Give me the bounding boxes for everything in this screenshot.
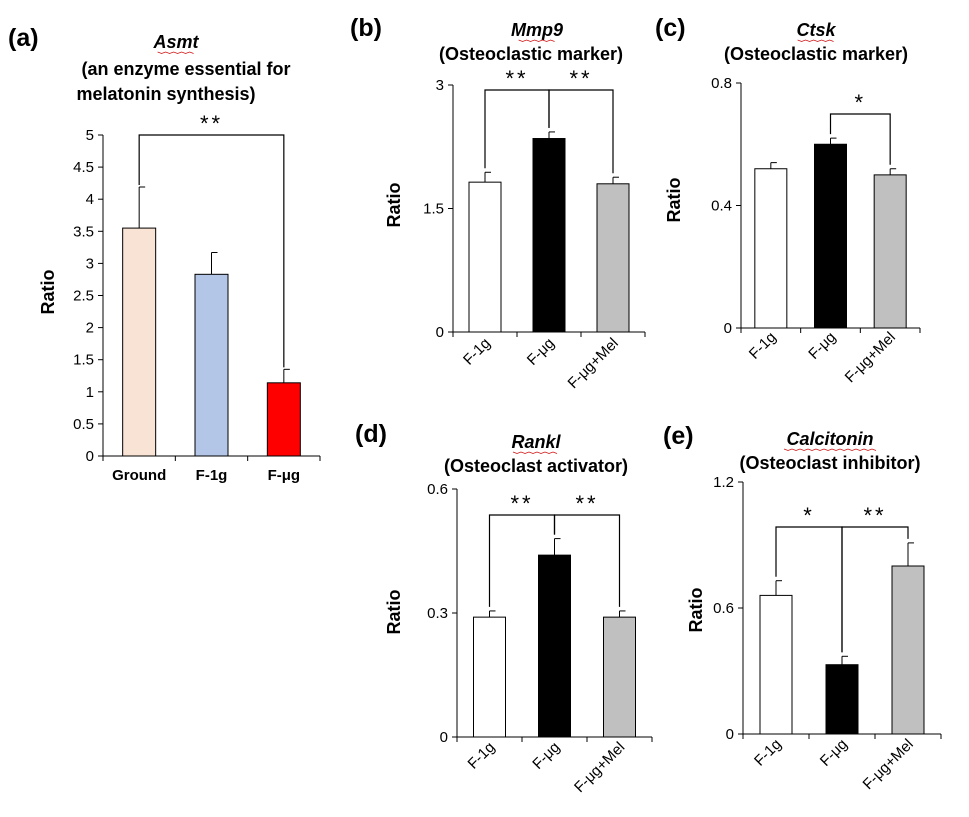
y-tick-label: 0: [86, 448, 94, 465]
y-tick-label: 0.4: [711, 198, 732, 215]
chart-subtitle: melatonin synthesis): [76, 84, 255, 104]
panel-label: (e): [663, 422, 694, 450]
chart-title: Calcitonin: [786, 429, 873, 449]
x-category-label: F-μg+Mel: [571, 739, 628, 796]
bar-1: [759, 594, 793, 735]
bar-3: [873, 174, 907, 329]
significance-label: *: [855, 90, 867, 115]
panel-label: (b): [350, 14, 382, 42]
y-tick-label: 0.5: [73, 416, 94, 433]
y-tick-label: 0.6: [713, 600, 734, 617]
x-category-label: F-1g: [751, 736, 785, 770]
x-category-label: F-μg+Mel: [842, 329, 899, 386]
significance-label: **: [863, 503, 886, 528]
chart-panel-2: (b) Mmp9 (Osteoclastic marker) Ratio 0 1.5 3 F-…: [350, 14, 646, 392]
significance-bracket: [138, 134, 285, 368]
y-tick-label: 0: [440, 729, 448, 746]
bar-2: [538, 554, 571, 738]
chart-title: Asmt: [152, 32, 199, 52]
chart-subtitle: (Osteoclastic marker): [724, 44, 908, 64]
chart-panel-3: (c) Ctsk (Osteoclastic marker) Ratio 0 0.4 0.8…: [655, 14, 921, 386]
y-tick-label: 1: [86, 384, 94, 401]
bar-1: [754, 168, 788, 329]
spellcheck-underline: [783, 448, 877, 451]
x-category-label: Ground: [112, 467, 166, 484]
significance-label: **: [575, 491, 598, 516]
y-axis-label: Ratio: [664, 177, 684, 222]
y-tick-label: 2: [86, 320, 94, 337]
bar-1: [468, 181, 502, 333]
chart-title: Mmp9: [511, 20, 563, 40]
x-category-label: F-μg+Mel: [564, 335, 621, 392]
y-tick-label: 3: [436, 77, 444, 94]
chart-subtitle: (Osteoclast inhibitor): [739, 453, 920, 473]
panel-label: (c): [655, 14, 686, 42]
y-tick-label: 0: [724, 320, 732, 337]
bar-1: [473, 616, 506, 738]
y-axis-label: Ratio: [38, 269, 58, 314]
y-tick-label: 3.5: [73, 223, 94, 240]
spellcheck-underline: [157, 51, 194, 54]
y-axis-label: Ratio: [384, 589, 404, 634]
panel-label: (a): [8, 24, 39, 52]
bar-2: [194, 273, 229, 457]
x-category-label: F-1g: [464, 739, 498, 773]
significance-bracket: [841, 526, 909, 653]
significance-label: **: [200, 111, 223, 136]
y-tick-label: 0.8: [711, 75, 732, 92]
bar-2: [532, 138, 566, 333]
panel-label: (d): [355, 420, 387, 448]
x-category-label: F-μg: [524, 335, 558, 369]
significance-label: **: [505, 66, 528, 91]
x-category-label: F-μg+Mel: [859, 736, 916, 793]
spellcheck-underline: [512, 451, 558, 454]
significance-label: **: [569, 66, 592, 91]
significance-bracket: [548, 89, 614, 174]
bar-3: [603, 616, 636, 738]
y-axis-label: Ratio: [384, 182, 404, 227]
x-category-label: F-μg: [529, 739, 563, 773]
chart-panel-4: (d) Rankl (Osteoclast activator) Ratio 0 0.3 0…: [355, 420, 653, 796]
bar-2: [825, 664, 859, 735]
chart-subtitle: (Osteoclastic marker): [439, 44, 623, 64]
y-tick-label: 0.6: [427, 481, 448, 498]
bar-3: [596, 183, 630, 333]
y-axis-label: Ratio: [686, 587, 706, 632]
significance-bracket: [829, 113, 891, 165]
y-tick-label: 1.2: [713, 474, 734, 491]
y-tick-label: 4: [86, 191, 94, 208]
y-tick-label: 0: [726, 726, 734, 743]
significance-bracket: [553, 514, 621, 607]
chart-title: Ctsk: [796, 20, 836, 40]
y-tick-label: 3: [86, 255, 94, 272]
bar-3: [891, 565, 925, 735]
bar-3: [266, 382, 301, 457]
y-tick-label: 0.3: [427, 605, 448, 622]
chart-subtitle: (Osteoclast activator): [444, 456, 628, 476]
y-tick-label: 4.5: [73, 159, 94, 176]
y-tick-label: 2.5: [73, 288, 94, 305]
chart-subtitle: (an enzyme essential for: [81, 59, 290, 79]
significance-label: *: [803, 503, 815, 528]
y-tick-label: 1.5: [423, 201, 444, 218]
x-category-label: F-μg: [805, 329, 839, 363]
x-category-label: F-1g: [196, 467, 228, 484]
y-tick-label: 1.5: [73, 352, 94, 369]
x-category-label: F-μg: [817, 736, 851, 770]
bar-1: [122, 227, 157, 457]
significance-label: **: [510, 491, 533, 516]
x-category-label: F-1g: [746, 329, 780, 363]
y-tick-label: 5: [86, 127, 94, 144]
y-tick-label: 0: [436, 324, 444, 341]
x-category-label: F-μg: [268, 467, 301, 484]
x-category-label: F-1g: [460, 335, 494, 369]
spellcheck-underline: [797, 39, 834, 42]
chart-panel-1: (a) Asmt (an enzyme essential for melatonin…: [8, 24, 321, 484]
chart-panel-5: (e) Calcitonin (Osteoclast inhibitor) Ratio…: [663, 422, 942, 793]
spellcheck-underline: [518, 39, 555, 42]
bar-2: [814, 143, 847, 329]
chart-title: Rankl: [511, 432, 561, 452]
